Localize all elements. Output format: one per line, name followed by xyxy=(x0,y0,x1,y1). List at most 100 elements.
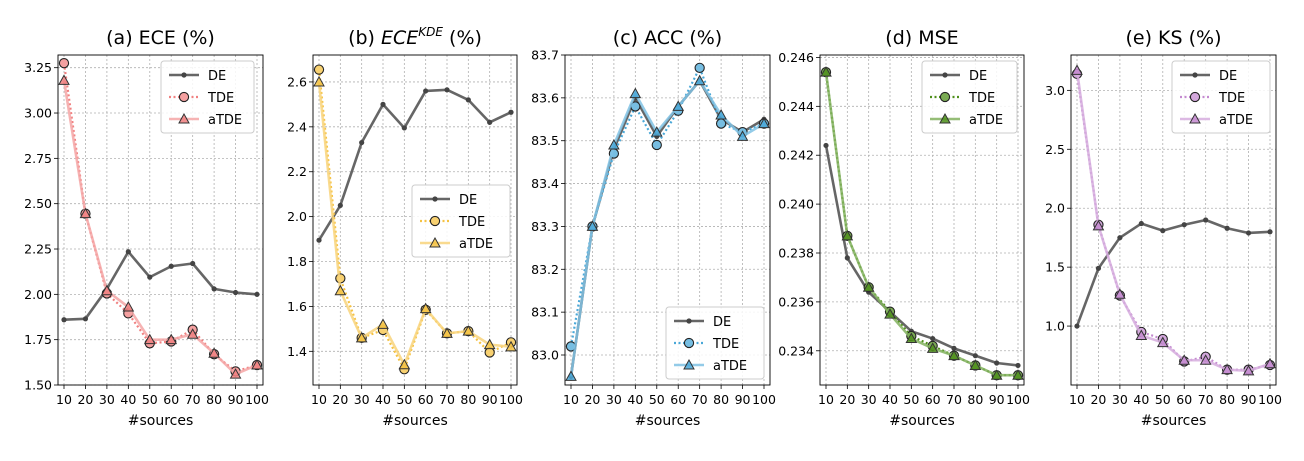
data-point-tde xyxy=(58,58,70,69)
legend-label-de: DE xyxy=(208,69,226,84)
x-tick-label: 90 xyxy=(482,392,498,407)
series-line-atde xyxy=(824,71,1018,377)
data-point-atde xyxy=(1264,357,1276,369)
x-tick-label: 10 xyxy=(56,392,72,407)
series-line-de xyxy=(1075,218,1271,327)
series-line-atde xyxy=(569,79,765,377)
legend-label-tde: TDE xyxy=(207,91,234,106)
y-tick-label: 2.0 xyxy=(1045,201,1065,216)
y-tick-label: 1.50 xyxy=(24,378,52,393)
data-point-de xyxy=(401,125,407,131)
data-point-atde xyxy=(1199,354,1212,365)
x-tick-label: 20 xyxy=(1090,392,1106,407)
data-point-de xyxy=(254,291,260,297)
legend-label-de: DE xyxy=(713,315,731,330)
x-tick-label: 80 xyxy=(206,392,222,407)
x-tick-label: 40 xyxy=(120,392,136,407)
legend-box xyxy=(411,184,511,258)
data-point-de xyxy=(359,139,365,146)
legend-label-atde: aTDE xyxy=(713,359,747,374)
data-point-de xyxy=(1095,265,1102,271)
y-tick-label: 2.0 xyxy=(287,209,307,224)
x-tick-label: 50 xyxy=(1155,392,1171,407)
y-tick-label: 2.4 xyxy=(287,119,307,134)
y-tick-label: 3.00 xyxy=(24,106,52,121)
series-line-atde xyxy=(317,81,512,367)
x-tick-label: 20 xyxy=(584,392,600,407)
legend-marker-tde xyxy=(939,91,951,103)
data-point-de xyxy=(444,87,450,93)
series-line-de xyxy=(63,250,258,322)
y-tick-label: 83.3 xyxy=(531,219,559,234)
x-tick-label: 60 xyxy=(670,392,686,407)
legend-marker-de xyxy=(686,318,692,324)
y-tick-label: 0.234 xyxy=(778,343,814,358)
data-point-tde xyxy=(313,64,325,75)
data-point-de xyxy=(465,97,471,103)
y-tick-label: 2.75 xyxy=(24,151,52,166)
data-point-atde xyxy=(143,333,156,345)
data-point-de xyxy=(61,317,67,323)
series-line-de xyxy=(317,88,512,241)
y-tick-label: 1.6 xyxy=(287,299,307,314)
x-tick-label: 40 xyxy=(375,392,391,407)
chart-title: (d) MSE xyxy=(885,27,958,49)
x-tick-label: 40 xyxy=(627,392,643,407)
legend: DE TDE aTDE xyxy=(160,60,255,134)
data-point-atde xyxy=(990,369,1003,380)
y-tick-label: 2.6 xyxy=(287,74,307,89)
x-tick-label: 50 xyxy=(142,392,158,407)
legend-label-de: DE xyxy=(969,69,987,84)
x-tick-label: 30 xyxy=(1112,392,1128,407)
plot-frame xyxy=(819,54,1025,386)
data-point-atde xyxy=(926,342,939,353)
legend-marker-atde xyxy=(1189,112,1201,124)
legend-label-de: DE xyxy=(459,193,477,208)
data-point-atde xyxy=(758,117,770,129)
data-point-de xyxy=(1203,217,1209,223)
y-tick-label: 0.240 xyxy=(778,197,814,212)
x-tick-label: 80 xyxy=(1219,392,1235,407)
x-tick-label: 60 xyxy=(163,392,179,407)
data-point-de xyxy=(190,260,196,267)
chart-panel-1: 1.50 1.75 2.00 2.25 2.50 2.75 3.00 3.25 10 20 30 40… xyxy=(24,27,269,429)
data-point-atde xyxy=(672,100,685,111)
legend-marker-atde xyxy=(683,358,695,370)
data-point-tde xyxy=(694,62,705,74)
legend-label-tde: TDE xyxy=(458,215,485,230)
y-tick-label: 83.2 xyxy=(531,262,559,277)
data-point-de xyxy=(316,237,322,243)
series-line-tde xyxy=(824,71,1018,377)
y-tick-label: 83.7 xyxy=(531,48,559,63)
x-tick-label: 100 xyxy=(1006,392,1030,407)
data-point-atde xyxy=(334,284,347,296)
x-tick-label: 90 xyxy=(228,392,244,407)
data-point-atde xyxy=(715,108,727,120)
legend-marker-tde xyxy=(683,337,695,349)
data-point-de xyxy=(1224,225,1230,231)
chart-panel-4: 0.234 0.236 0.238 0.240 0.242 0.244 0.246 10 20 3… xyxy=(778,27,1030,429)
legend-marker-de xyxy=(181,72,187,78)
y-tick-label: 2.25 xyxy=(24,242,52,257)
data-point-atde xyxy=(1071,64,1083,75)
y-tick-label: 83.5 xyxy=(531,133,559,148)
x-tick-label: 90 xyxy=(1241,392,1257,407)
y-tick-label: 1.4 xyxy=(287,344,307,359)
y-tick-label: 83.0 xyxy=(531,348,559,363)
data-point-de xyxy=(1015,362,1021,369)
x-tick-label: 30 xyxy=(99,392,115,407)
x-tick-label: 30 xyxy=(354,392,370,407)
data-point-atde xyxy=(462,325,475,336)
legend: DE TDE aTDE xyxy=(411,184,511,258)
legend-label-atde: aTDE xyxy=(459,237,493,252)
x-tick-label: 40 xyxy=(882,392,898,407)
y-tick-label: 2.50 xyxy=(24,196,52,211)
legend-box xyxy=(1171,60,1271,134)
data-point-de xyxy=(125,249,131,255)
x-tick-label: 100 xyxy=(752,392,776,407)
x-tick-label: 60 xyxy=(418,392,434,407)
data-point-de xyxy=(487,119,493,125)
data-point-atde xyxy=(122,301,135,312)
